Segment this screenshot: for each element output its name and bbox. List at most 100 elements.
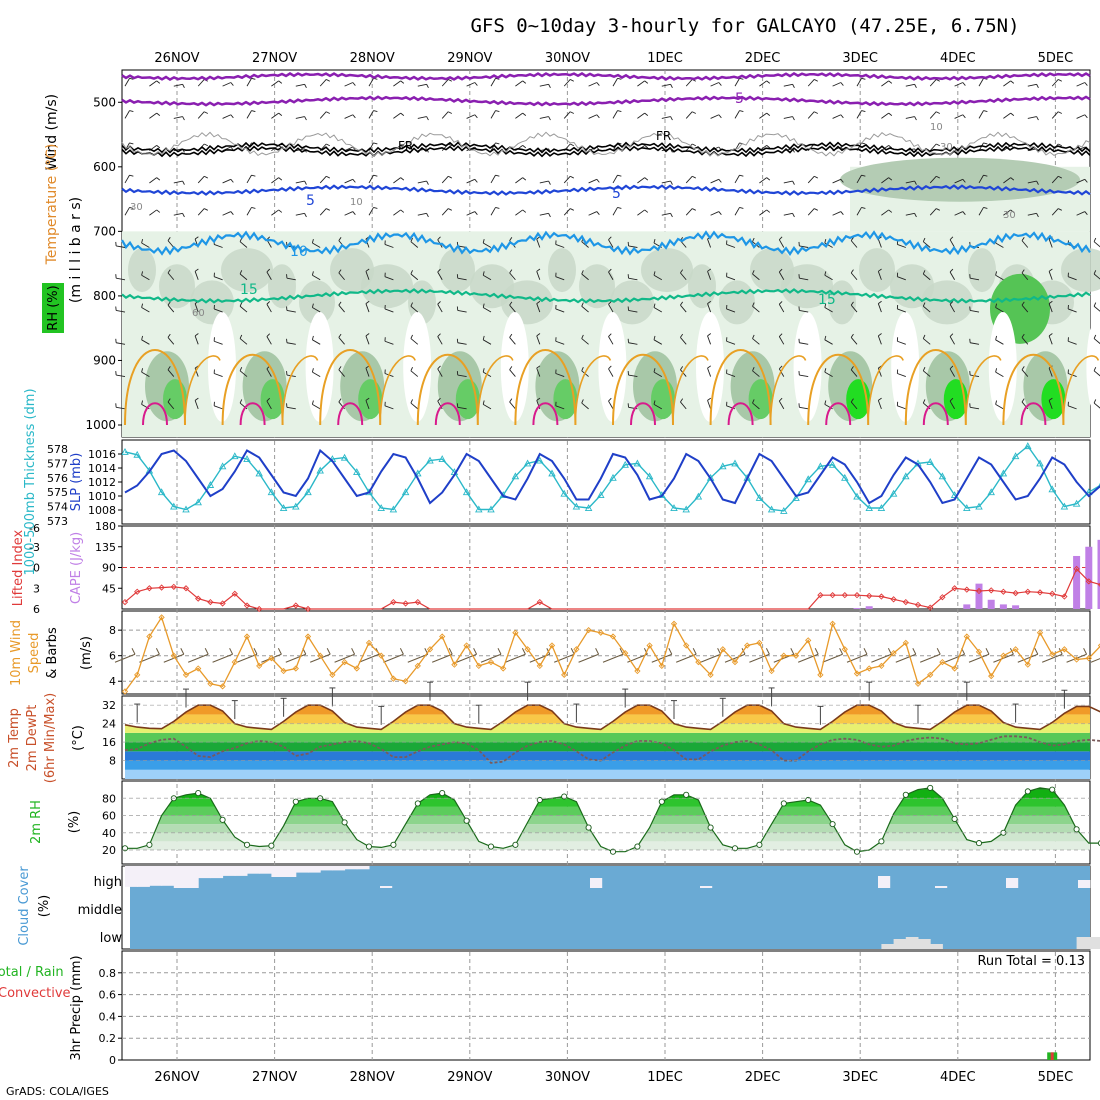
contour-label-60: 60 [192,308,205,319]
date-bottom-1DEC: 1DEC [647,1070,683,1085]
rh-blob [361,264,413,309]
point-rh2m [512,841,519,848]
wind-barb-flag [1093,302,1097,307]
wind-barb [116,406,126,410]
temp-band [125,751,1090,761]
ytick-rh-40: 40 [102,827,116,840]
wind-barb-flag [949,301,954,305]
barb-10m-flag [570,648,575,655]
wind-barb-flag [1058,111,1063,114]
wind-barb-flag [495,110,500,113]
rh-band [125,815,1090,825]
wind-barb [393,209,401,216]
point-wind10m [463,642,470,649]
contour-label-30-2: 30 [940,142,953,153]
wind-barb-flag [1010,112,1015,116]
wind-barb-flag [167,333,171,338]
wind-barb-flag [962,179,966,183]
wind-barb [266,271,272,280]
wind-barb [344,146,354,152]
wind-barb-flag [1093,237,1097,242]
point-thickness [267,488,276,496]
ytick-cape-90: 90 [102,562,116,575]
contour-label-10-1: 10 [290,244,308,260]
wind-barb-flag [230,179,234,183]
wind-barb-flag [304,116,307,121]
barb-10m-flag [692,648,697,655]
rh-clear [598,311,627,422]
cloud-high-gap [332,866,346,871]
wind-barb [197,79,205,87]
wind-barb [173,180,183,184]
barb-10m-flag [229,648,234,655]
wind-barb [173,212,183,216]
point-thickness [1011,452,1020,460]
wind-barb [954,211,964,216]
cloud-high-gap [700,886,713,888]
wind-barb-flag [410,334,413,339]
point-thickness [487,505,495,513]
wind-barb [509,304,516,313]
point-thickness [1024,442,1032,450]
wind-barb [312,371,321,377]
date-bottom-28NOV: 28NOV [350,1070,395,1085]
barb-10m [407,653,428,663]
wind-barb [1021,240,1029,248]
wind-barb [116,310,126,313]
wind-barb [271,80,279,87]
wind-barb [637,112,645,119]
cloud-high-gap [320,866,333,871]
wind-barb [608,271,614,280]
wind-barb-flag [983,142,988,145]
wind-barb [393,112,401,119]
bar-cape [975,583,983,609]
series-temp2m [124,704,1100,731]
wind-barb-flag [814,175,819,179]
contour-20c-b [769,355,807,426]
wind-barb [213,405,223,410]
barb-10m [188,653,209,663]
contour-20c [1002,353,1065,426]
wind-barb-flag [437,333,441,337]
point-wind10m [256,662,263,670]
wind-barb [482,403,492,410]
wind-barb-flag [1093,366,1097,371]
barb-10m [724,653,746,663]
barb-10m [480,653,502,663]
point-thickness [536,456,544,464]
ytick-slp-1014: 1014 [88,462,116,475]
ytick-cape-135: 135 [95,541,116,554]
wind-barb [929,208,937,216]
ytick-rh-80: 80 [102,792,116,805]
wind-barb [539,212,549,216]
wind-barb [581,338,589,345]
wind-barb-flag [739,174,744,177]
wind-barb [509,272,516,281]
point-lifted [402,600,409,607]
cloud-high-gap [210,866,224,879]
point-rh2m [365,843,373,850]
wind-barb-flag [570,143,575,147]
point-rh2m [585,824,592,831]
wind-barb-flag [922,270,926,275]
wind-barb [707,335,712,345]
temp-band [125,760,1090,770]
wind-barb-flag [983,206,988,209]
contour-label-5-blue-1: 5 [306,193,315,209]
wind-barb [881,209,889,216]
ylabel-slp: SLP (mb) [69,453,84,512]
contour-25c [239,402,266,426]
wind-barb-flag [1048,333,1053,337]
ytick-upper-600: 600 [93,160,116,174]
wind-barb [954,178,964,184]
barb-10m [139,653,160,663]
wind-barb [286,342,296,345]
wind-barb [905,116,915,119]
point-wind10m [719,646,726,653]
barb-10m [578,653,599,663]
wind-barb-flag [1093,399,1097,404]
point-thickness [243,455,251,463]
wind-barb-flag [352,114,356,119]
barb-10m-flag [863,648,868,655]
cloud-high-gap [234,866,248,876]
